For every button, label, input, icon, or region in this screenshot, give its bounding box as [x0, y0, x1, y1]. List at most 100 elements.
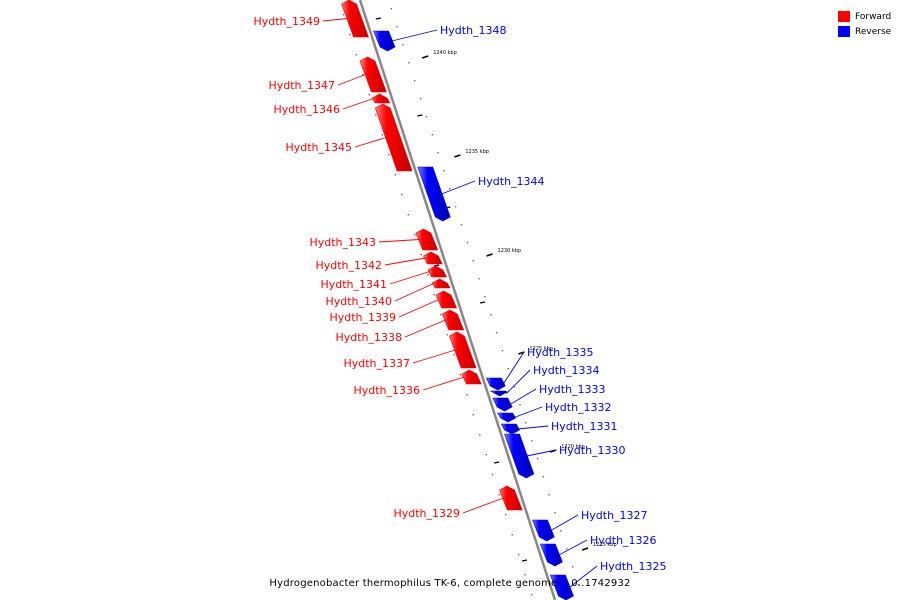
scale-dot: [542, 476, 545, 478]
gene-label-hydth-1346: Hydth_1346: [273, 103, 340, 116]
gene-feature-hydth-1339[interactable]: [435, 290, 458, 309]
gene-feature-hydth-1326[interactable]: [539, 543, 563, 567]
gene-feature-hydth-1347[interactable]: [359, 56, 387, 93]
scale-dot: [536, 458, 539, 460]
gene-feature-hydth-1325[interactable]: [549, 574, 574, 600]
gene-feature-hydth-1345[interactable]: [374, 103, 413, 172]
gene-feature-hydth-1331[interactable]: [500, 423, 520, 435]
scale-dot: [355, 54, 357, 56]
scale-tick-label: 1240 kbp: [433, 50, 457, 56]
minor-tick: [521, 559, 528, 562]
scale-dot: [490, 314, 492, 316]
gene-feature-hydth-1338[interactable]: [441, 309, 465, 331]
gene-feature-hydth-1348[interactable]: [373, 30, 396, 52]
gene-label-hydth-1336: Hydth_1336: [353, 384, 420, 397]
leader-line: [394, 283, 434, 302]
scale-dot: [368, 94, 370, 96]
scale-dot: [577, 584, 580, 586]
scale-dot: [519, 404, 521, 406]
gene-feature-hydth-1342[interactable]: [423, 251, 443, 265]
reverse-swatch: [838, 26, 850, 37]
scale-dot: [531, 594, 533, 596]
gene-label-hydth-1345: Hydth_1345: [285, 141, 352, 154]
gene-label-hydth-1341: Hydth_1341: [320, 278, 387, 291]
minor-tick: [433, 264, 440, 267]
scale-dot: [460, 224, 463, 226]
scale-dot: [431, 134, 433, 136]
scale-tick-label: 1235 kbp: [465, 149, 489, 155]
gene-feature-hydth-1334[interactable]: [489, 390, 508, 397]
leader-line: [569, 565, 598, 588]
gene-label-hydth-1335: Hydth_1335: [527, 346, 594, 359]
scale-dot: [511, 534, 513, 536]
scale-dot: [513, 386, 515, 388]
gene-feature-hydth-1341[interactable]: [427, 265, 448, 278]
leader-line: [514, 406, 543, 418]
gene-feature-hydth-1344[interactable]: [417, 166, 451, 222]
gene-label-hydth-1340: Hydth_1340: [325, 295, 392, 308]
gene-feature-hydth-1332[interactable]: [497, 412, 517, 423]
scale-dot: [492, 474, 494, 476]
leader-line: [509, 388, 537, 405]
minor-tick: [494, 461, 500, 464]
leader-line: [342, 98, 374, 110]
gene-feature-hydth-1329[interactable]: [499, 485, 523, 511]
scale-dot: [507, 368, 509, 370]
scale-dot: [419, 98, 422, 100]
scale-dot: [466, 394, 468, 396]
gene-feature-hydth-1336[interactable]: [461, 369, 482, 385]
gene-label-hydth-1338: Hydth_1338: [335, 331, 402, 344]
scale-dot: [459, 374, 461, 376]
scale-dot: [501, 350, 504, 352]
scale-dot: [548, 494, 550, 496]
leader-line: [422, 376, 465, 391]
leader-line: [322, 18, 348, 22]
scale-dot: [433, 294, 435, 296]
gene-label-hydth-1343: Hydth_1343: [309, 236, 376, 249]
scale-dot: [401, 194, 403, 196]
gene-feature-hydth-1337[interactable]: [449, 331, 477, 369]
scale-tick-label: 1230 kbp: [498, 248, 522, 254]
gene-feature-hydth-1327[interactable]: [532, 519, 555, 542]
scale-dot: [505, 514, 507, 516]
genome-backbone: [358, 0, 557, 600]
scale-dots: [342, 8, 580, 596]
gene-feature-hydth-1346[interactable]: [371, 93, 391, 104]
gene-label-hydth-1326: Hydth_1326: [590, 534, 657, 547]
leader-line: [441, 180, 476, 195]
minor-tick: [375, 17, 381, 20]
gene-feature-hydth-1340[interactable]: [431, 278, 451, 289]
scale-ticks: 1240 kbp 1235 kbp 1230 kbp 1225 kbp 1220 kbp…: [367, 17, 617, 562]
gene-feature-hydth-1333[interactable]: [492, 397, 513, 412]
scale-dot: [402, 44, 404, 46]
scale-dot: [420, 254, 422, 256]
scale-dot: [440, 314, 442, 316]
scale-tick: [581, 547, 589, 551]
scale-tick-label: 1225 kbp: [529, 346, 553, 352]
scale-dot: [566, 548, 568, 550]
gene-feature-hydth-1335[interactable]: [485, 377, 506, 391]
legend-label-forward: Forward: [855, 11, 892, 22]
scale-dot: [362, 74, 364, 76]
gene-feature-hydth-1349[interactable]: [341, 0, 369, 38]
scale-dot: [524, 574, 526, 576]
scale-dot: [381, 134, 383, 136]
minor-tick: [480, 301, 486, 304]
gene-feature-hydth-1330[interactable]: [504, 433, 535, 479]
scale-dot: [414, 80, 416, 82]
scale-dot: [449, 188, 451, 190]
scale-dot: [466, 242, 468, 244]
scale-dot: [485, 454, 487, 456]
scale-tick-label: 1215 kbp: [593, 542, 617, 548]
scale-dot: [478, 278, 480, 280]
scale-dot: [443, 170, 445, 172]
scale-dot: [453, 354, 455, 356]
leader-line: [517, 425, 549, 430]
scale-tick-label: 1220 kbp: [561, 444, 585, 450]
leader-line: [389, 271, 430, 285]
gene-label-hydth-1330: Hydth_1330: [559, 444, 626, 457]
gene-feature-hydth-1343[interactable]: [415, 228, 439, 251]
scale-dot: [390, 8, 392, 10]
leader-line: [462, 497, 504, 514]
